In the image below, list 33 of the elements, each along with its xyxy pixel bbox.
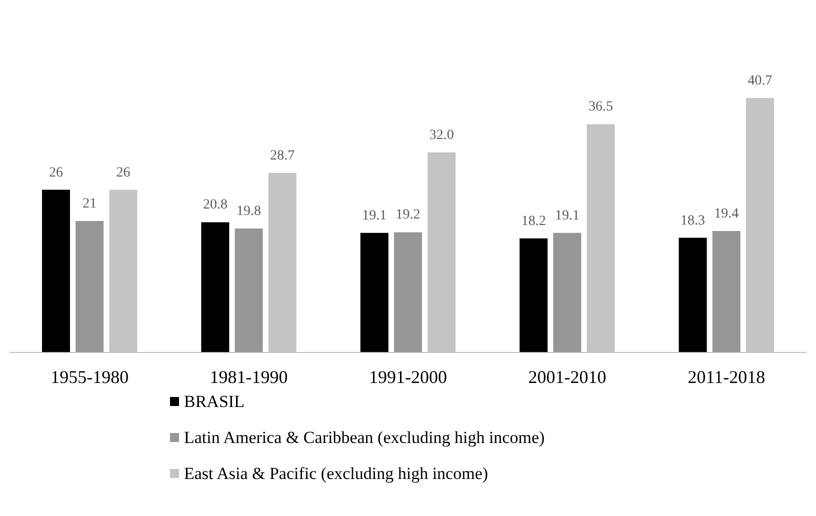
bar <box>520 238 548 352</box>
x-tick-label: 1955-1980 <box>50 367 129 387</box>
bar <box>712 230 740 352</box>
data-label: 32.0 <box>429 128 454 143</box>
legend-label: BRASIL <box>184 392 244 411</box>
data-label: 21 <box>82 196 97 212</box>
bar <box>678 238 707 352</box>
bar <box>394 232 422 352</box>
data-label: 26 <box>49 165 63 180</box>
bar <box>76 220 104 352</box>
bar <box>360 232 388 352</box>
data-label: 19.4 <box>714 206 739 222</box>
bar <box>234 228 263 352</box>
bar <box>201 222 230 352</box>
data-label: 19.1 <box>362 208 387 224</box>
bar <box>553 232 582 352</box>
legend-label: East Asia & Pacific (excluding high income) <box>184 464 488 483</box>
x-tick-label: 1981-1990 <box>210 367 288 387</box>
data-label: 40.7 <box>748 74 772 89</box>
x-tick-label: 1991-2000 <box>369 367 447 387</box>
data-label: 28.7 <box>270 148 295 164</box>
data-label: 18.2 <box>521 214 546 229</box>
data-label: 19.2 <box>396 208 420 223</box>
legend-label: Latin America & Caribbean (excluding high income) <box>184 428 545 447</box>
data-label: 20.8 <box>202 198 228 213</box>
data-label: 36.5 <box>588 100 614 115</box>
data-label: 19.1 <box>554 208 580 224</box>
x-tick-label: 2001-2010 <box>528 367 606 387</box>
data-label: 19.8 <box>236 204 262 219</box>
data-label: 18.3 <box>680 213 706 228</box>
data-label: 26 <box>116 165 130 180</box>
bar <box>42 190 70 352</box>
x-tick-label: 2011-2018 <box>688 367 766 387</box>
